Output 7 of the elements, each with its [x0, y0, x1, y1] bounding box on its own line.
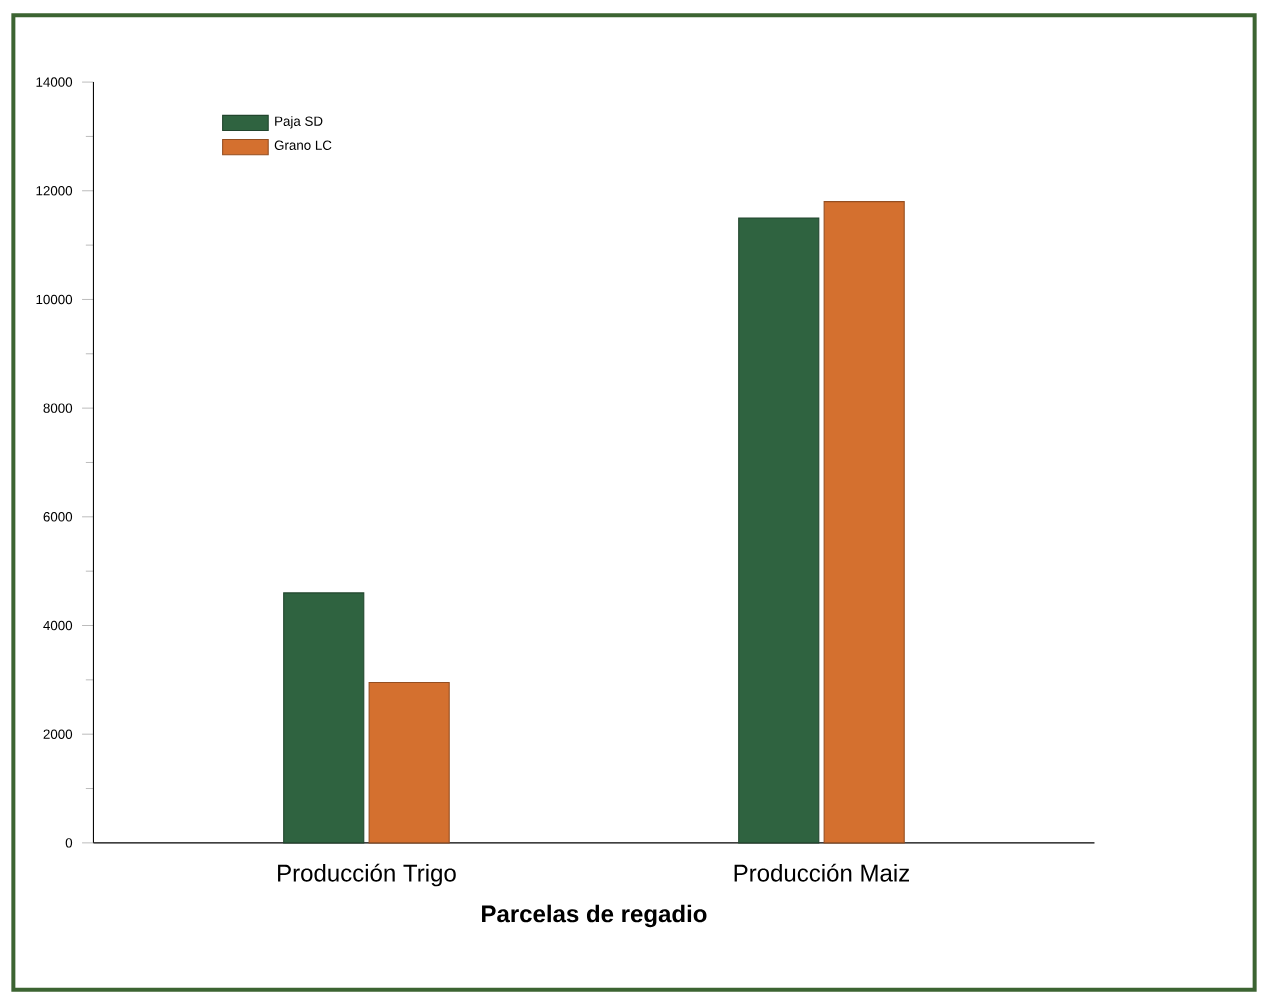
bar	[738, 217, 820, 844]
x-tick-label: Producción Maiz	[734, 864, 909, 883]
bar	[368, 682, 450, 844]
x-axis-title: Parcelas de regadio	[482, 905, 707, 928]
x-tick-label: Producción Trigo	[278, 864, 456, 887]
bar	[283, 592, 365, 844]
bar	[823, 201, 905, 844]
